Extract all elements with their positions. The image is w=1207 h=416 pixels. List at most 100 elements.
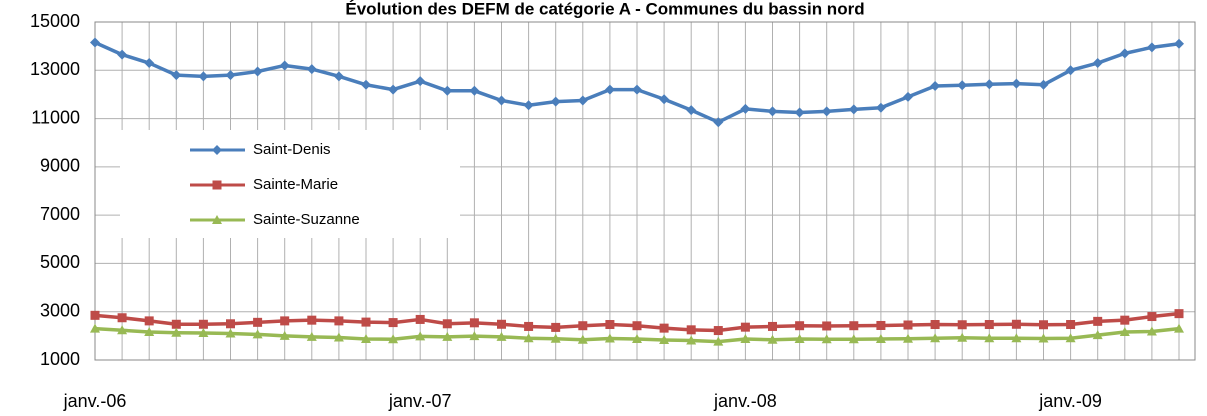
marker xyxy=(1147,312,1157,322)
marker xyxy=(686,325,696,335)
marker xyxy=(171,319,181,329)
marker xyxy=(550,96,561,107)
marker xyxy=(1038,79,1049,90)
marker xyxy=(957,332,968,342)
marker xyxy=(117,49,128,60)
plot-border xyxy=(94,21,1196,361)
marker xyxy=(523,333,534,343)
marker xyxy=(876,320,886,330)
marker xyxy=(415,331,426,341)
marker xyxy=(442,85,453,96)
marker xyxy=(306,331,317,341)
marker xyxy=(212,180,222,190)
legend-label: Sainte-Marie xyxy=(253,176,338,193)
marker xyxy=(333,71,344,82)
marker xyxy=(821,334,832,344)
marker xyxy=(144,326,155,336)
marker xyxy=(659,94,670,105)
marker xyxy=(415,76,426,87)
marker xyxy=(225,70,236,81)
marker xyxy=(198,71,209,82)
marker xyxy=(90,37,100,48)
marker xyxy=(1119,48,1130,59)
marker xyxy=(415,314,425,324)
marker xyxy=(957,320,967,330)
y-tick-label: 11000 xyxy=(31,107,80,127)
marker xyxy=(212,215,222,224)
marker xyxy=(821,106,832,117)
marker xyxy=(280,316,290,326)
marker xyxy=(144,58,155,69)
marker xyxy=(388,334,399,344)
marker xyxy=(577,95,588,106)
marker xyxy=(252,329,263,339)
x-tick-label: janv.-08 xyxy=(713,391,777,411)
marker xyxy=(794,333,805,343)
marker xyxy=(1093,316,1103,326)
marker xyxy=(252,66,263,77)
marker xyxy=(469,331,480,341)
marker xyxy=(903,333,913,343)
marker xyxy=(604,84,615,95)
marker xyxy=(198,319,208,329)
marker xyxy=(1065,333,1076,343)
marker xyxy=(903,91,913,102)
marker xyxy=(768,321,777,331)
marker xyxy=(388,84,399,95)
marker xyxy=(767,334,778,344)
marker xyxy=(469,318,479,328)
marker xyxy=(212,145,222,155)
marker xyxy=(795,321,805,331)
marker xyxy=(171,70,182,81)
marker xyxy=(930,80,941,91)
legend-box xyxy=(120,130,460,238)
marker xyxy=(686,105,697,116)
chart-title: Évolution des DEFM de catégorie A - Comm… xyxy=(345,0,864,18)
marker xyxy=(442,331,453,341)
marker xyxy=(659,334,670,344)
y-tick-label: 9000 xyxy=(40,156,80,176)
y-tick-label: 3000 xyxy=(40,300,80,320)
marker xyxy=(117,313,127,323)
marker xyxy=(469,85,480,96)
marker xyxy=(740,322,750,332)
marker xyxy=(497,319,506,329)
marker xyxy=(578,321,588,331)
marker xyxy=(307,315,317,325)
marker xyxy=(90,310,100,320)
marker xyxy=(1092,58,1103,69)
marker xyxy=(442,319,452,329)
marker xyxy=(1119,326,1130,336)
marker xyxy=(632,84,642,95)
x-tick-label: janv.-09 xyxy=(1038,391,1102,411)
marker xyxy=(496,331,507,341)
marker xyxy=(984,320,994,330)
marker xyxy=(713,336,724,346)
marker xyxy=(198,327,209,337)
marker xyxy=(225,328,236,338)
marker xyxy=(1174,38,1184,49)
marker xyxy=(90,323,100,333)
marker xyxy=(930,333,941,343)
marker xyxy=(632,321,642,331)
marker xyxy=(1092,330,1103,340)
marker xyxy=(171,327,182,337)
x-tick-label: janv.-06 xyxy=(63,391,127,411)
y-tick-label: 7000 xyxy=(40,204,80,224)
marker xyxy=(1065,65,1076,76)
legend: Saint-Denis Sainte-Marie Sainte-Suzanne xyxy=(120,130,460,238)
marker xyxy=(524,321,534,331)
marker xyxy=(740,333,751,343)
marker xyxy=(605,320,615,330)
marker xyxy=(361,317,371,327)
marker xyxy=(144,316,154,326)
marker xyxy=(279,60,290,71)
marker xyxy=(226,319,235,329)
marker xyxy=(604,333,615,343)
marker xyxy=(849,321,859,331)
marker xyxy=(903,320,913,330)
marker xyxy=(1146,326,1157,336)
marker xyxy=(361,333,371,343)
marker xyxy=(1174,309,1184,319)
